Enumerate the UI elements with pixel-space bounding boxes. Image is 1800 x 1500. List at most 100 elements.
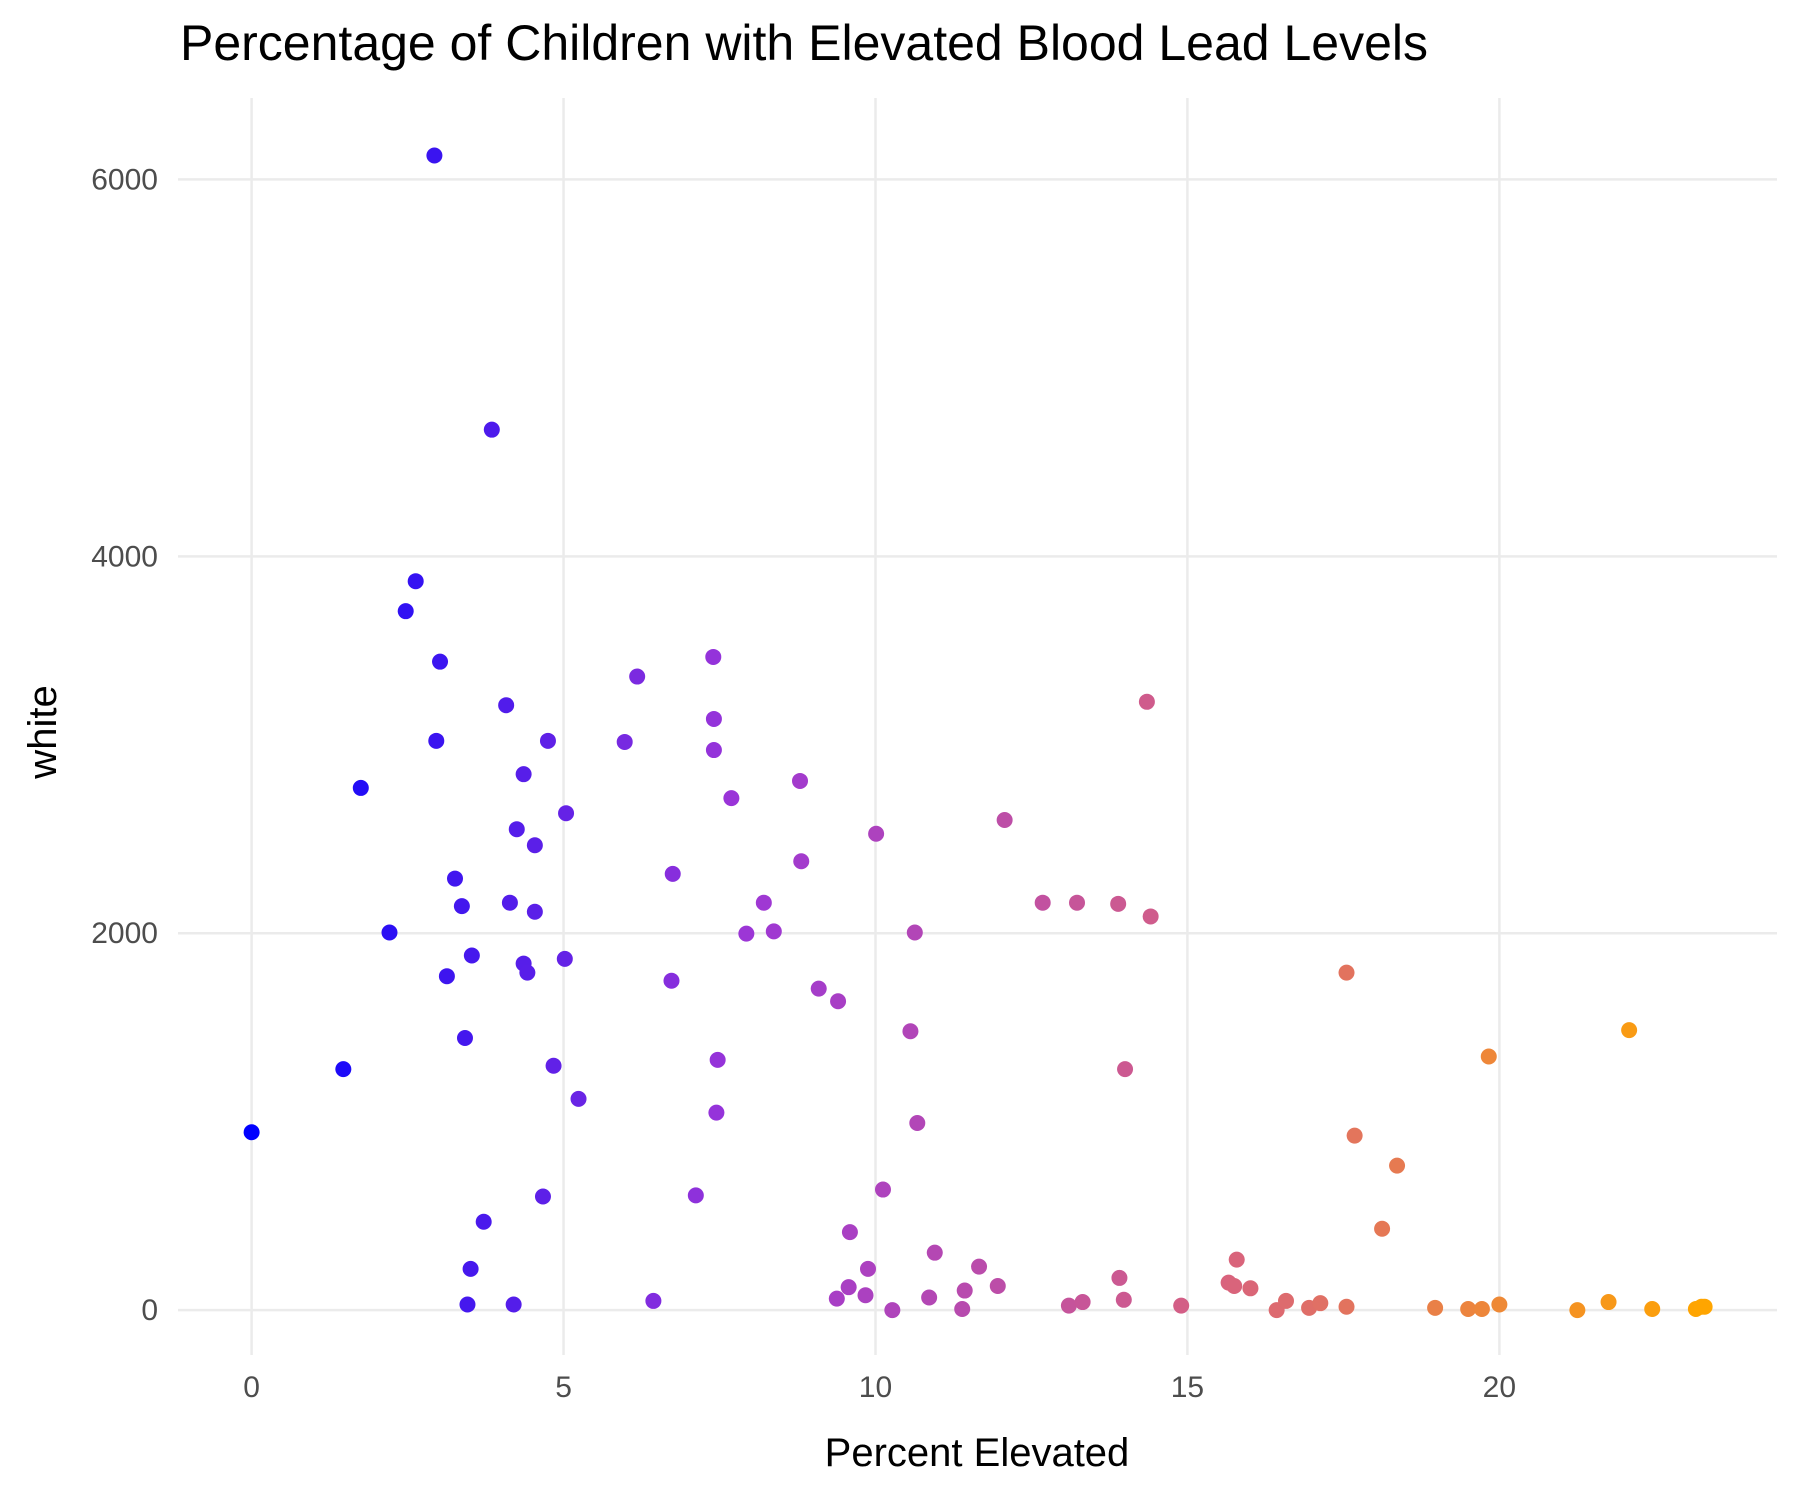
point — [860, 1260, 877, 1277]
point — [462, 1260, 479, 1277]
point — [1228, 1251, 1245, 1268]
point — [426, 147, 443, 164]
point — [397, 603, 414, 620]
point — [1069, 894, 1086, 911]
point — [810, 980, 827, 997]
point — [352, 779, 369, 796]
x-tick-label: 5 — [555, 1371, 572, 1404]
point — [519, 964, 536, 981]
point — [840, 1279, 857, 1296]
point — [1389, 1157, 1406, 1174]
point — [534, 1188, 551, 1205]
point — [664, 865, 681, 882]
point — [645, 1292, 662, 1309]
point — [738, 925, 755, 942]
point — [1117, 1061, 1134, 1078]
point — [954, 1301, 971, 1318]
point — [874, 1181, 891, 1198]
point — [828, 1290, 845, 1307]
point — [868, 825, 885, 842]
point — [407, 573, 424, 590]
point — [1600, 1294, 1617, 1311]
point — [709, 1051, 726, 1068]
point — [1242, 1280, 1259, 1297]
point — [526, 903, 543, 920]
point — [539, 732, 556, 749]
point — [1338, 964, 1355, 981]
point — [708, 1104, 725, 1121]
point — [483, 421, 500, 438]
point — [1427, 1299, 1444, 1316]
point — [463, 947, 480, 964]
point — [616, 733, 633, 750]
point — [909, 1115, 926, 1132]
point — [989, 1278, 1006, 1295]
point — [1346, 1127, 1363, 1144]
point — [1074, 1294, 1091, 1311]
point — [501, 894, 518, 911]
point — [243, 1124, 260, 1141]
point — [663, 972, 680, 989]
point — [556, 950, 573, 967]
point — [1644, 1301, 1661, 1318]
point — [705, 710, 722, 727]
point — [884, 1302, 901, 1319]
point — [570, 1090, 587, 1107]
point — [508, 821, 525, 838]
y-tick-label: 0 — [141, 1294, 158, 1327]
point — [558, 805, 575, 822]
point — [629, 668, 646, 685]
point — [1696, 1298, 1713, 1315]
point — [1312, 1295, 1329, 1312]
point — [381, 924, 398, 941]
point — [906, 924, 923, 941]
y-tick-label: 2000 — [91, 917, 158, 950]
point — [447, 870, 464, 887]
point — [1226, 1278, 1243, 1295]
point — [505, 1296, 522, 1313]
point — [1569, 1302, 1586, 1319]
point — [971, 1258, 988, 1275]
point — [1480, 1048, 1497, 1065]
chart-title: Percentage of Children with Elevated Blo… — [180, 15, 1428, 71]
point — [1473, 1301, 1490, 1318]
x-tick-label: 10 — [859, 1371, 892, 1404]
point — [956, 1282, 973, 1299]
point — [1110, 895, 1127, 912]
point — [996, 811, 1013, 828]
point — [1460, 1301, 1477, 1318]
y-tick-label: 4000 — [91, 540, 158, 573]
point — [459, 1296, 476, 1313]
point — [475, 1213, 492, 1230]
point — [687, 1187, 704, 1204]
point — [1621, 1022, 1638, 1039]
point — [926, 1244, 943, 1261]
point — [1278, 1292, 1295, 1309]
y-tick-label: 6000 — [91, 163, 158, 196]
point — [830, 993, 847, 1010]
point — [456, 1030, 473, 1047]
point — [1060, 1297, 1077, 1314]
point — [792, 772, 809, 789]
point — [1142, 908, 1159, 925]
point — [1111, 1269, 1128, 1286]
x-tick-label: 15 — [1171, 1371, 1204, 1404]
point — [1138, 693, 1155, 710]
point — [432, 653, 449, 670]
point — [526, 837, 543, 854]
y-axis-title: white — [21, 685, 65, 779]
point — [793, 853, 810, 870]
point — [755, 894, 772, 911]
point — [857, 1287, 874, 1304]
point — [765, 923, 782, 940]
x-tick-label: 20 — [1483, 1371, 1516, 1404]
point — [438, 968, 455, 985]
point — [428, 732, 445, 749]
point — [705, 648, 722, 665]
x-axis-title: Percent Elevated — [825, 1431, 1130, 1475]
point — [902, 1023, 919, 1040]
point — [453, 898, 470, 915]
point — [841, 1224, 858, 1241]
point — [1491, 1296, 1508, 1313]
